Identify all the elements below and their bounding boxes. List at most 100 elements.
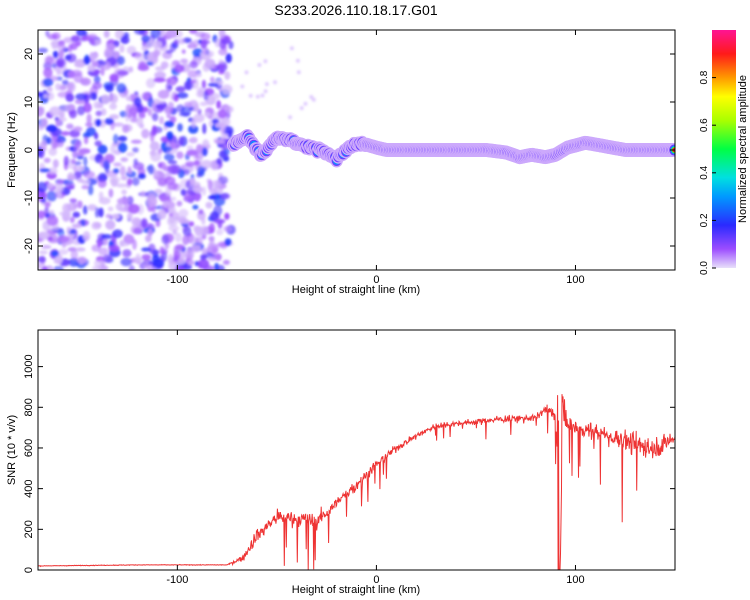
noise-blob (72, 211, 81, 218)
noise-blob (257, 63, 262, 67)
noise-blob (68, 109, 77, 119)
noise-blob (214, 139, 226, 144)
noise-blob (221, 84, 233, 95)
noise-blob (109, 73, 119, 82)
noise-blob (295, 58, 300, 63)
noise-blob (38, 256, 46, 263)
noise-blob (122, 249, 132, 258)
noise-blob (152, 258, 165, 269)
noise-blob (141, 247, 152, 252)
noise-blob (80, 77, 91, 86)
noise-blob (125, 111, 130, 123)
noise-blob (83, 156, 88, 167)
noise-blob (69, 198, 78, 203)
noise-blob (132, 239, 137, 251)
y-tick-label: 0 (23, 567, 35, 573)
noise-blob (83, 102, 92, 113)
noise-blob (101, 234, 112, 240)
noise-blob (58, 50, 65, 58)
x-tick-label: 0 (373, 274, 379, 286)
noise-blob (189, 41, 196, 48)
noise-blob (38, 262, 42, 269)
noise-blob (92, 81, 103, 90)
noise-blob (117, 135, 128, 142)
noise-blob (145, 234, 152, 243)
noise-blob (134, 52, 147, 61)
noise-blob (299, 106, 304, 111)
noise-blob (214, 122, 225, 128)
noise-blob (117, 197, 130, 205)
noise-blob (263, 59, 268, 64)
noise-blob (219, 192, 231, 200)
noise-blob (83, 30, 88, 37)
noise-blob (102, 160, 110, 170)
noise-blob (273, 80, 277, 85)
snr-series-line (38, 394, 675, 570)
noise-blob (125, 95, 132, 102)
noise-blob (91, 53, 98, 60)
noise-blob (228, 40, 234, 50)
noise-blob (132, 227, 142, 235)
noise-blob (128, 107, 138, 116)
colorbar-gradient (712, 30, 736, 268)
noise-blob (201, 248, 207, 255)
noise-blob (186, 149, 199, 156)
noise-blob (163, 200, 170, 206)
noise-blob (43, 93, 48, 99)
noise-blob (108, 244, 120, 252)
x-tick-label: 100 (566, 574, 584, 586)
spectrogram-signal-track (226, 129, 675, 168)
noise-blob (97, 174, 103, 182)
noise-blob (116, 70, 129, 76)
noise-blob (170, 196, 177, 201)
y-tick-label: 800 (23, 398, 35, 416)
noise-blob (168, 225, 180, 232)
noise-blob (208, 235, 215, 242)
noise-blob (186, 145, 194, 150)
noise-blob (208, 195, 217, 200)
noise-blob (77, 256, 87, 264)
noise-blob (52, 50, 59, 59)
noise-blob (189, 178, 195, 186)
noise-blob (98, 191, 104, 200)
noise-blob (64, 54, 72, 61)
noise-blob (178, 208, 189, 218)
noise-blob (183, 101, 193, 108)
noise-blob (165, 49, 173, 54)
noise-blob (188, 124, 199, 134)
noise-blob (134, 30, 146, 35)
noise-blob (159, 116, 164, 125)
noise-blob (163, 106, 171, 115)
noise-blob (189, 136, 198, 144)
noise-blob (208, 242, 214, 251)
noise-blob (82, 231, 91, 241)
noise-blob (89, 92, 97, 100)
noise-blob (55, 254, 63, 265)
noise-blob (197, 259, 210, 269)
noise-blob (200, 160, 213, 169)
noise-blob (102, 254, 113, 263)
noise-blob (48, 147, 58, 156)
noise-blob (296, 70, 301, 75)
noise-blob (190, 244, 201, 253)
noise-blob (120, 175, 128, 181)
noise-blob (74, 161, 82, 166)
noise-blob (153, 77, 166, 83)
colorbar-tick-label: 0.2 (699, 213, 710, 227)
noise-blob (255, 94, 260, 99)
noise-blob (73, 165, 78, 173)
noise-blob (111, 213, 120, 220)
noise-blob (115, 202, 123, 211)
noise-blob (194, 260, 199, 267)
noise-blob (190, 73, 203, 78)
noise-blob (168, 216, 176, 225)
noise-blob (218, 48, 228, 56)
noise-blob (72, 148, 78, 159)
noise-blob (167, 101, 174, 109)
noise-blob (199, 225, 209, 235)
noise-blob (187, 79, 197, 84)
noise-blob (205, 201, 213, 209)
noise-blob (170, 141, 177, 149)
figure-title: S233.2026.110.18.17.G01 (274, 2, 437, 18)
